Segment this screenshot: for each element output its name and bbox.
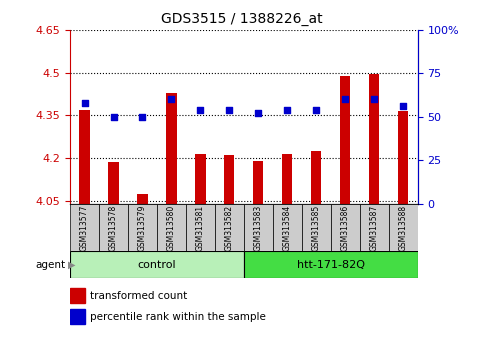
- Bar: [80, 110, 90, 204]
- Bar: [215, 204, 244, 251]
- Bar: [138, 194, 148, 204]
- Bar: [341, 76, 351, 204]
- Bar: [99, 204, 128, 251]
- Point: [399, 104, 407, 109]
- Point: [313, 107, 320, 113]
- Text: ▶: ▶: [68, 259, 75, 270]
- Text: GSM313583: GSM313583: [254, 205, 263, 251]
- Bar: [70, 309, 85, 324]
- Text: htt-171-82Q: htt-171-82Q: [297, 259, 365, 270]
- Text: GSM313588: GSM313588: [399, 205, 408, 251]
- Bar: [244, 251, 418, 278]
- Text: GSM313585: GSM313585: [312, 205, 321, 251]
- Point: [197, 107, 204, 113]
- Bar: [244, 204, 273, 251]
- Text: GSM313579: GSM313579: [138, 205, 147, 251]
- Point: [226, 107, 233, 113]
- Point: [139, 114, 146, 120]
- Text: control: control: [138, 259, 176, 270]
- Point: [168, 97, 175, 102]
- Point: [81, 100, 88, 106]
- Point: [370, 97, 378, 102]
- Bar: [109, 162, 119, 204]
- Bar: [312, 151, 322, 204]
- Bar: [369, 74, 380, 204]
- Text: GSM313582: GSM313582: [225, 205, 234, 251]
- Text: GSM313580: GSM313580: [167, 205, 176, 251]
- Bar: [196, 154, 206, 204]
- Bar: [302, 204, 331, 251]
- Point: [255, 110, 262, 116]
- Bar: [331, 204, 360, 251]
- Bar: [254, 161, 264, 204]
- Bar: [70, 204, 99, 251]
- Text: GSM313587: GSM313587: [370, 205, 379, 251]
- Point: [341, 97, 349, 102]
- Bar: [70, 288, 85, 303]
- Bar: [225, 155, 235, 204]
- Point: [110, 114, 117, 120]
- Text: GSM313578: GSM313578: [109, 205, 118, 251]
- Bar: [360, 204, 389, 251]
- Point: [284, 107, 291, 113]
- Text: GDS3515 / 1388226_at: GDS3515 / 1388226_at: [161, 12, 322, 27]
- Bar: [70, 251, 244, 278]
- Text: transformed count: transformed count: [90, 291, 187, 301]
- Bar: [186, 204, 215, 251]
- Bar: [398, 111, 409, 204]
- Text: GSM313586: GSM313586: [341, 205, 350, 251]
- Text: GSM313584: GSM313584: [283, 205, 292, 251]
- Bar: [167, 93, 177, 204]
- Bar: [273, 204, 302, 251]
- Bar: [157, 204, 186, 251]
- Bar: [128, 204, 157, 251]
- Bar: [389, 204, 418, 251]
- Text: agent: agent: [35, 259, 65, 270]
- Text: GSM313577: GSM313577: [80, 205, 89, 251]
- Bar: [283, 154, 293, 204]
- Text: GSM313581: GSM313581: [196, 205, 205, 251]
- Text: percentile rank within the sample: percentile rank within the sample: [90, 312, 266, 322]
